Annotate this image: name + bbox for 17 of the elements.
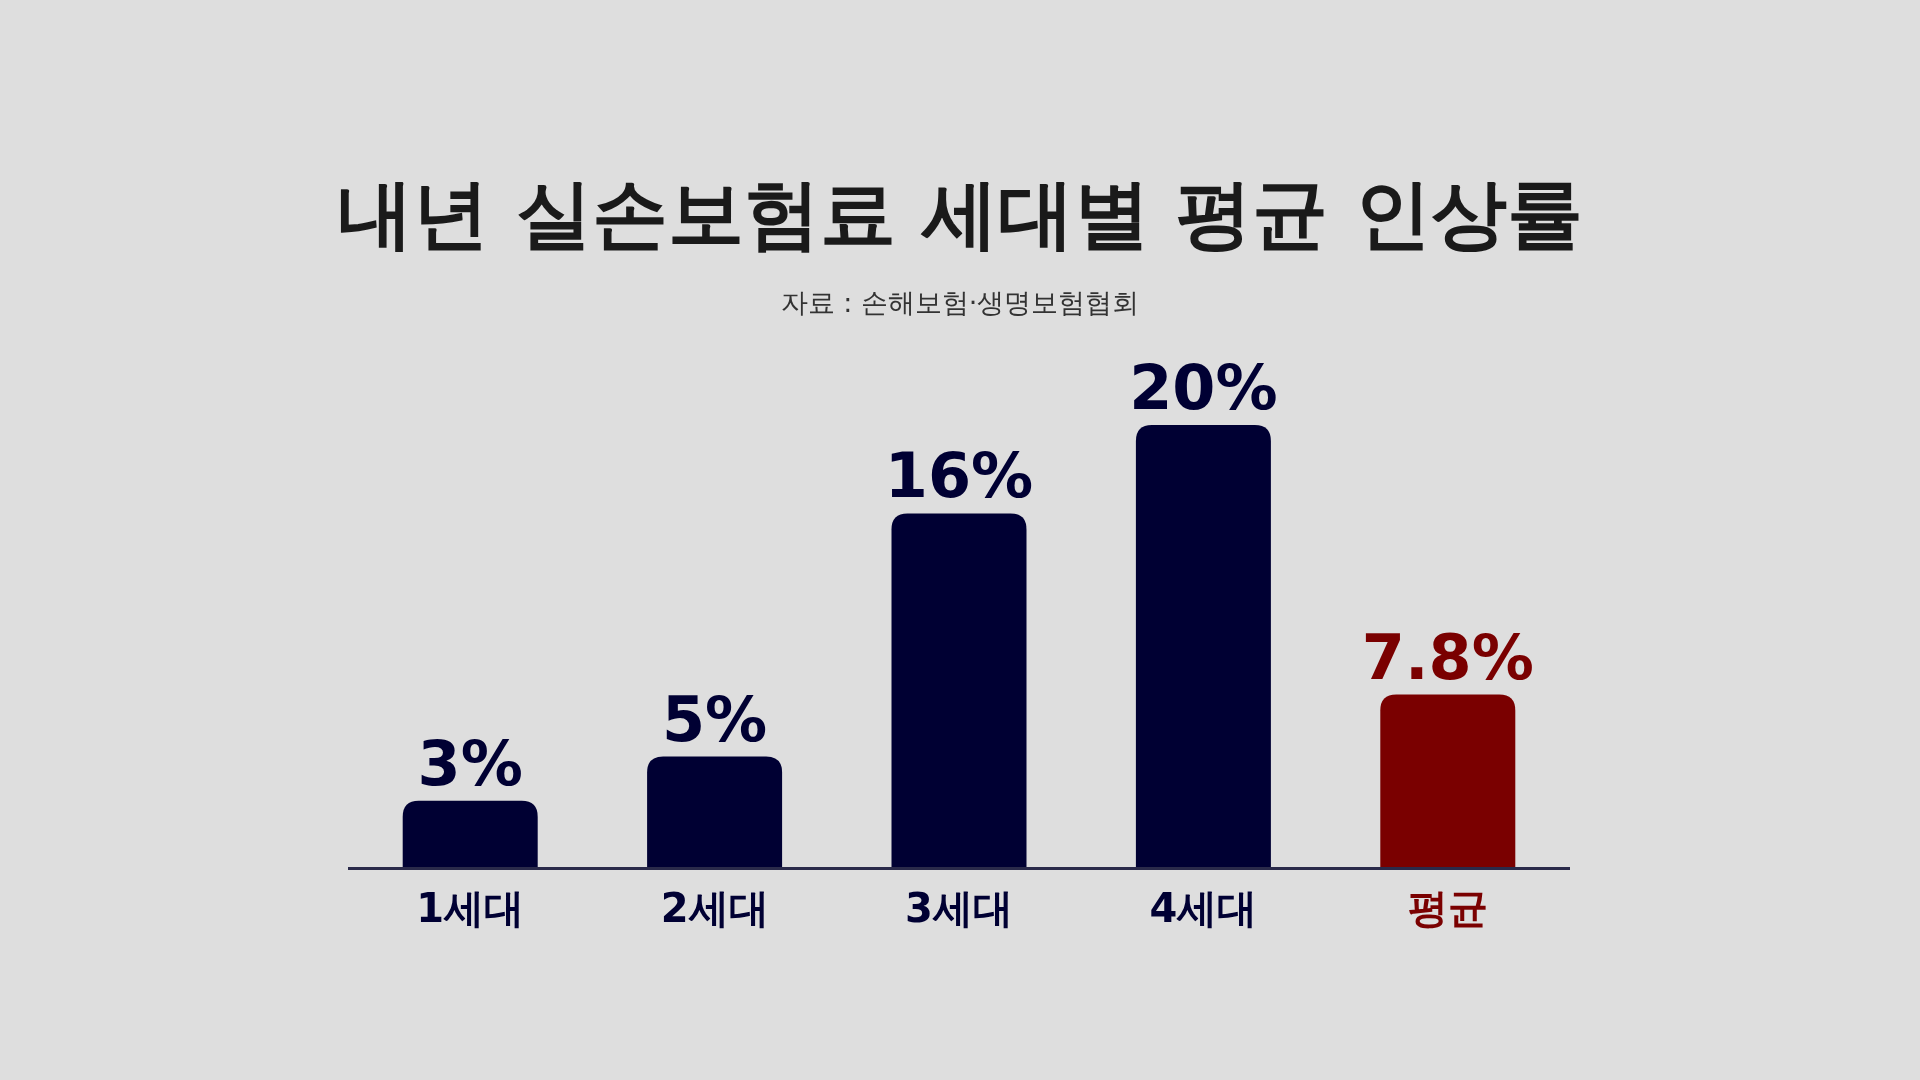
x-tick-label: 2세대 <box>660 885 769 931</box>
x-tick-label: 1세대 <box>416 885 525 931</box>
data-label: 20% <box>1129 351 1278 424</box>
chart-title: 내년 실손보험료 세대별 평균 인상률 <box>337 169 1583 258</box>
data-label: 7.8% <box>1361 620 1534 694</box>
x-tick-label: 평균 <box>1407 885 1488 931</box>
bar <box>402 800 538 867</box>
bar <box>1380 694 1516 867</box>
data-label: 16% <box>884 439 1034 513</box>
bar <box>647 756 783 867</box>
x-tick-label: 3세대 <box>905 885 1013 931</box>
bar <box>1135 425 1271 867</box>
bar <box>891 513 1027 867</box>
data-label: 3% <box>417 726 523 800</box>
data-label: 5% <box>661 682 768 756</box>
text: 자료 : 손해보험·생명보험협회 <box>780 287 1140 318</box>
x-tick-label: 4세대 <box>1149 885 1258 931</box>
